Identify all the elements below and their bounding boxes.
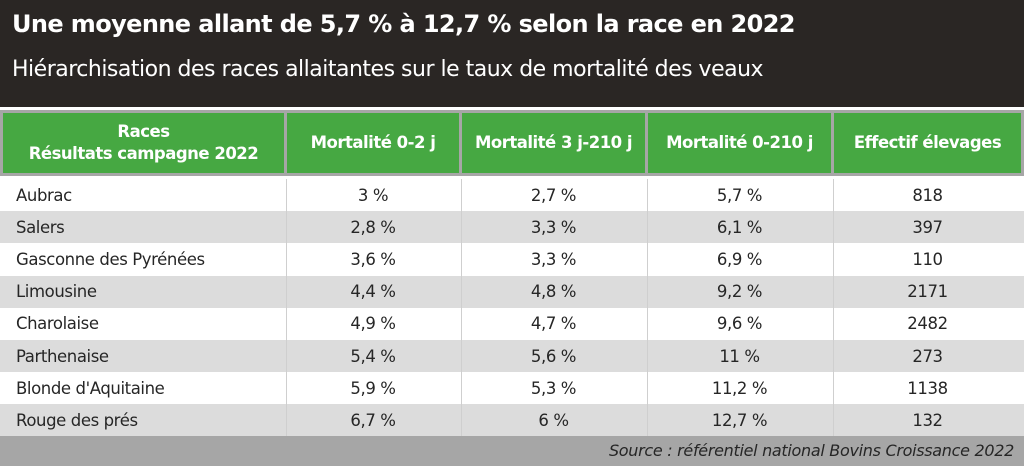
mortality-0-210-value: 9,6 % (716, 314, 763, 334)
herd-count-value: 273 (912, 346, 943, 366)
table-row: Blonde d'Aquitaine 5,9 % 5,3 % 11,2 % 11… (0, 372, 1024, 405)
table-row: Gasconne des Pyrénées 3,6 % 3,3 % 6,9 % … (0, 243, 1024, 276)
mortality-0-210-value: 11 % (719, 346, 760, 366)
source-footer: Source : référentiel national Bovins Cro… (0, 436, 1024, 466)
breed-name: Salers (16, 217, 65, 237)
herd-count-value: 818 (912, 185, 943, 205)
title-banner: Une moyenne allant de 5,7 % à 12,7 % sel… (0, 0, 1024, 107)
column-header-races: Races Résultats campagne 2022 (3, 113, 284, 173)
table-row: Parthenaise 5,4 % 5,6 % 11 % 273 (0, 339, 1024, 373)
mortality-3-210-value: 6 % (538, 410, 569, 430)
mortality-3-210-value: 4,8 % (530, 282, 577, 302)
mortality-0-210-value: 12,7 % (711, 410, 768, 430)
breed-name: Charolaise (16, 314, 99, 334)
mortality-0-2-value: 4,9 % (350, 314, 396, 334)
mortality-0-210-value: 11,2 % (711, 378, 768, 398)
mortality-0-2-value: 5,9 % (350, 378, 396, 398)
mortality-0-2-value: 4,4 % (350, 282, 396, 302)
column-header-races-line1: Races (117, 122, 170, 141)
column-header-mortality-0-2: Mortalité 0-2 j (287, 113, 459, 173)
breed-name: Blonde d'Aquitaine (16, 378, 165, 398)
column-header-races-line2: Résultats campagne 2022 (28, 144, 259, 163)
table-body: Aubrac 3 % 2,7 % 5,7 % 818 Salers 2,8 % … (0, 179, 1024, 437)
mortality-3-210-value: 2,7 % (530, 185, 577, 205)
mortality-0-210-value: 6,1 % (716, 217, 763, 237)
mortality-3-210-value: 3,3 % (530, 217, 577, 237)
table-row: Limousine 4,4 % 4,8 % 9,2 % 2171 (0, 275, 1024, 308)
mortality-0-2-value: 6,7 % (350, 410, 396, 430)
mortality-3-210-value: 5,3 % (530, 378, 577, 398)
breed-name: Rouge des prés (16, 410, 138, 430)
mortality-0-210-value: 5,7 % (716, 185, 763, 205)
mortality-3-210-value: 5,6 % (530, 346, 577, 366)
table-row: Charolaise 4,9 % 4,7 % 9,6 % 2482 (0, 307, 1024, 340)
column-divider (461, 179, 462, 437)
page-title: Une moyenne allant de 5,7 % à 12,7 % sel… (12, 10, 796, 38)
table-header: Races Résultats campagne 2022 Mortalité … (0, 110, 1024, 176)
column-header-mortality-0-210: Mortalité 0-210 j (648, 113, 831, 173)
herd-count-value: 1138 (907, 378, 948, 398)
column-divider (286, 179, 287, 437)
herd-count-value: 397 (912, 217, 943, 237)
mortality-0-210-value: 9,2 % (716, 282, 763, 302)
mortality-0-2-value: 3 % (357, 185, 389, 205)
breed-name: Parthenaise (16, 346, 109, 366)
breed-name: Limousine (16, 282, 97, 302)
table-row: Salers 2,8 % 3,3 % 6,1 % 397 (0, 211, 1024, 244)
breed-name: Gasconne des Pyrénées (16, 249, 205, 269)
page-subtitle: Hiérarchisation des races allaitantes su… (12, 57, 764, 82)
table-row: Aubrac 3 % 2,7 % 5,7 % 818 (0, 179, 1024, 212)
column-header-herd-count: Effectif élevages (834, 113, 1021, 173)
source-note: Source : référentiel national Bovins Cro… (608, 441, 1014, 460)
breed-name: Aubrac (16, 185, 72, 205)
herd-count-value: 132 (912, 410, 943, 430)
table-row: Rouge des prés 6,7 % 6 % 12,7 % 132 (0, 404, 1024, 437)
mortality-3-210-value: 3,3 % (530, 249, 577, 269)
column-header-mortality-3-210: Mortalité 3 j-210 j (462, 113, 645, 173)
mortality-0-210-value: 6,9 % (716, 249, 763, 269)
mortality-0-2-value: 3,6 % (350, 249, 396, 269)
mortality-0-2-value: 5,4 % (350, 346, 396, 366)
herd-count-value: 110 (912, 249, 943, 269)
column-divider (647, 179, 648, 437)
column-divider (833, 179, 834, 437)
herd-count-value: 2482 (907, 314, 948, 334)
herd-count-value: 2171 (907, 282, 948, 302)
mortality-3-210-value: 4,7 % (530, 314, 577, 334)
mortality-0-2-value: 2,8 % (350, 217, 396, 237)
